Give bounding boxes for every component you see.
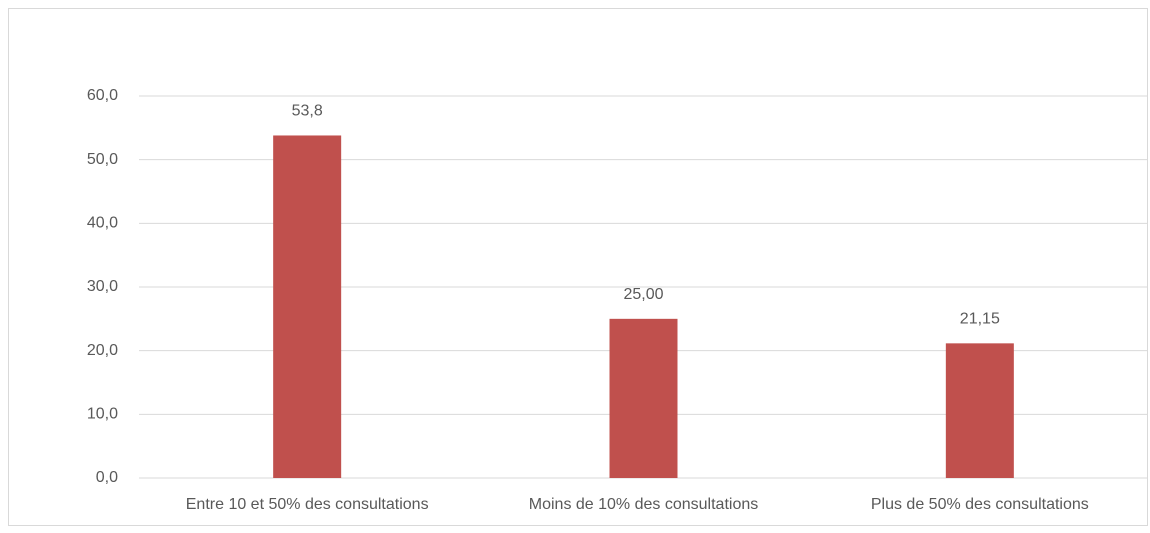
x-tick-label: Plus de 50% des consultations [871, 496, 1089, 513]
y-tick-label: 0,0 [96, 469, 118, 486]
data-label: 21,15 [960, 311, 1000, 328]
y-tick-label: 30,0 [87, 278, 118, 295]
x-tick-label: Entre 10 et 50% des consultations [186, 496, 429, 513]
bar [273, 135, 342, 478]
x-tick-label: Moins de 10% des consultations [529, 496, 758, 513]
y-tick-label: 60,0 [87, 87, 118, 104]
y-tick-label: 40,0 [87, 215, 118, 232]
bar [945, 343, 1014, 478]
bar [609, 318, 678, 478]
data-label: 25,00 [623, 286, 663, 303]
data-label: 53,8 [292, 103, 323, 120]
y-tick-label: 50,0 [87, 151, 118, 168]
y-tick-label: 10,0 [87, 406, 118, 423]
y-tick-label: 20,0 [87, 342, 118, 359]
